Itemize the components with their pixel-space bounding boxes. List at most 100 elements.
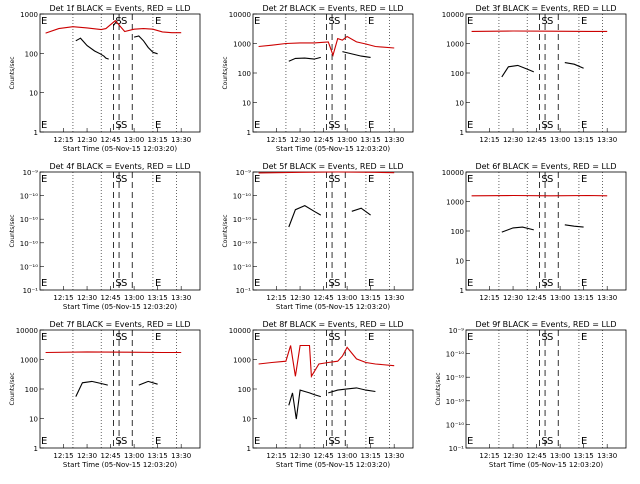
x-tick-label: 13:15	[361, 452, 381, 460]
y-axis-label: Counts/sec	[9, 214, 16, 247]
event-marker-label: E	[254, 120, 260, 131]
y-tick-label: 10⁻⁹	[23, 169, 39, 177]
x-tick-label: 13:00	[124, 136, 144, 144]
y-tick-label: 10⁻¹⁰	[446, 398, 464, 406]
x-tick-label: 13:00	[124, 452, 144, 460]
y-tick-label: 10	[29, 90, 38, 98]
event-marker-label: E	[581, 120, 587, 131]
x-tick-label: 13:30	[384, 136, 404, 144]
lld-series-line	[46, 352, 182, 353]
y-tick-label: 10⁻¹⁰	[233, 240, 251, 248]
y-tick-label: 10⁻¹⁰	[446, 421, 464, 429]
x-axis-label: Start Time (05-Nov-15 12:03:20)	[63, 145, 177, 153]
x-tick-label: 12:30	[290, 136, 310, 144]
x-tick-label: 13:15	[361, 136, 381, 144]
x-tick-label: 13:00	[550, 452, 570, 460]
event-marker-label: S	[547, 16, 553, 27]
event-marker-label: S	[547, 120, 553, 131]
y-axis-label: Counts/sec	[222, 56, 229, 89]
event-marker-label: E	[41, 16, 47, 27]
event-marker-label: E	[581, 278, 587, 289]
plot-frame	[40, 14, 200, 132]
x-tick-label: 12:45	[526, 294, 546, 302]
event-marker-label: E	[368, 436, 374, 447]
x-tick-label: 12:45	[526, 452, 546, 460]
y-axis-label: Counts/sec	[222, 214, 229, 247]
y-tick-label: 10⁻¹⁰	[20, 263, 38, 271]
y-tick-label: 100	[25, 386, 38, 394]
chart-title: Det 2f BLACK = Events, RED = LLD	[262, 4, 403, 13]
events-series-line	[502, 227, 534, 232]
y-tick-label: 100	[451, 228, 464, 236]
event-marker-label: S	[334, 332, 340, 343]
x-axis-label: Start Time (05-Nov-15 12:03:20)	[63, 461, 177, 469]
y-tick-label: 10⁻¹⁰	[20, 193, 38, 201]
x-tick-label: 12:45	[313, 452, 333, 460]
event-marker-label: E	[254, 278, 260, 289]
y-tick-label: 10⁻¹⁰	[233, 193, 251, 201]
y-tick-label: 10	[242, 416, 251, 424]
chart-panel-5: Det 5f BLACK = Events, RED = LLD10⁻¹10⁻¹…	[222, 162, 413, 311]
x-tick-label: 13:00	[550, 136, 570, 144]
event-marker-label: E	[155, 16, 161, 27]
x-tick-label: 12:15	[479, 294, 499, 302]
x-tick-label: 13:15	[361, 294, 381, 302]
chart-title: Det 8f BLACK = Events, RED = LLD	[262, 320, 403, 329]
events-series-line	[342, 52, 370, 58]
y-axis-label: Counts/sec	[9, 372, 16, 405]
event-marker-label: E	[41, 174, 47, 185]
event-marker-label: E	[254, 16, 260, 27]
events-series-line	[289, 206, 321, 227]
x-tick-label: 12:30	[503, 452, 523, 460]
chart-title: Det 7f BLACK = Events, RED = LLD	[49, 320, 190, 329]
events-series-line	[76, 38, 109, 59]
event-marker-label: E	[467, 332, 473, 343]
y-tick-label: 1000	[20, 357, 38, 365]
plot-frame	[466, 172, 626, 290]
event-marker-label: S	[547, 174, 553, 185]
y-tick-label: 10000	[442, 11, 464, 19]
event-marker-label: E	[581, 436, 587, 447]
y-tick-label: 1	[460, 129, 464, 137]
event-marker-label: S	[334, 174, 340, 185]
x-tick-label: 13:30	[384, 452, 404, 460]
event-marker-label: E	[254, 436, 260, 447]
event-marker-label: S	[334, 436, 340, 447]
y-tick-label: 1000	[20, 11, 38, 19]
x-tick-label: 12:45	[100, 452, 120, 460]
event-marker-label: E	[467, 120, 473, 131]
plot-frame	[253, 172, 413, 290]
plot-frame	[253, 14, 413, 132]
events-series-line	[134, 36, 158, 54]
x-tick-label: 13:30	[171, 136, 191, 144]
y-tick-label: 1	[34, 129, 38, 137]
event-marker-label: S	[334, 278, 340, 289]
x-tick-label: 12:45	[526, 136, 546, 144]
event-marker-label: S	[547, 436, 553, 447]
event-marker-label: E	[155, 120, 161, 131]
event-marker-label: E	[155, 278, 161, 289]
chart-panel-4: Det 4f BLACK = Events, RED = LLD10⁻¹10⁻¹…	[9, 162, 200, 311]
chart-panel-2: Det 2f BLACK = Events, RED = LLD11010010…	[222, 4, 413, 153]
x-tick-label: 12:45	[100, 294, 120, 302]
y-tick-label: 10	[242, 100, 251, 108]
x-axis-label: Start Time (05-Nov-15 12:03:20)	[63, 303, 177, 311]
y-tick-label: 1	[247, 445, 251, 453]
event-marker-label: E	[368, 332, 374, 343]
plot-frame	[253, 330, 413, 448]
x-tick-label: 13:15	[148, 294, 168, 302]
y-tick-label: 1000	[446, 41, 464, 49]
chart-panel-6: Det 6f BLACK = Events, RED = LLD11010010…	[442, 162, 626, 302]
x-tick-label: 13:00	[550, 294, 570, 302]
event-marker-label: S	[121, 278, 127, 289]
event-marker-label: S	[547, 278, 553, 289]
x-axis-label: Start Time (05-Nov-15 12:03:20)	[276, 145, 390, 153]
x-axis-label: Start Time (05-Nov-15 12:03:20)	[276, 461, 390, 469]
y-tick-label: 100	[238, 70, 251, 78]
x-tick-label: 12:15	[53, 452, 73, 460]
x-tick-label: 12:15	[53, 294, 73, 302]
y-tick-label: 100	[25, 50, 38, 58]
x-tick-label: 12:30	[77, 294, 97, 302]
